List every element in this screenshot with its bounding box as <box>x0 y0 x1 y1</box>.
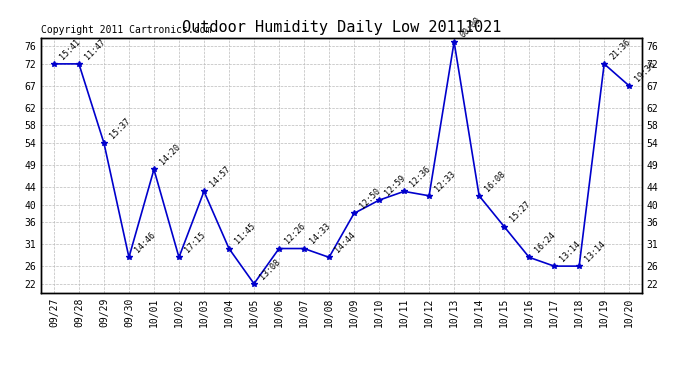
Text: 19:36: 19:36 <box>633 59 658 83</box>
Text: 12:50: 12:50 <box>358 186 382 211</box>
Title: Outdoor Humidity Daily Low 20111021: Outdoor Humidity Daily Low 20111021 <box>182 20 501 35</box>
Text: 14:46: 14:46 <box>133 231 157 255</box>
Text: 14:33: 14:33 <box>308 222 333 246</box>
Text: 15:27: 15:27 <box>509 200 533 224</box>
Text: 12:36: 12:36 <box>408 165 433 189</box>
Text: 14:44: 14:44 <box>333 231 357 255</box>
Text: 12:26: 12:26 <box>283 222 307 246</box>
Text: 14:57: 14:57 <box>208 165 233 189</box>
Text: 11:45: 11:45 <box>233 222 257 246</box>
Text: 12:59: 12:59 <box>383 173 407 197</box>
Text: 13:14: 13:14 <box>583 239 607 263</box>
Text: 12:33: 12:33 <box>433 169 457 193</box>
Text: 16:24: 16:24 <box>533 231 558 255</box>
Text: 00:00: 00:00 <box>458 15 482 39</box>
Text: 17:15: 17:15 <box>183 231 207 255</box>
Text: 15:37: 15:37 <box>108 116 132 140</box>
Text: Copyright 2011 Cartronics.com: Copyright 2011 Cartronics.com <box>41 25 212 35</box>
Text: 13:08: 13:08 <box>258 257 282 281</box>
Text: 21:36: 21:36 <box>609 37 633 61</box>
Text: 14:20: 14:20 <box>158 142 182 166</box>
Text: 11:47: 11:47 <box>83 37 107 61</box>
Text: 16:08: 16:08 <box>483 169 507 193</box>
Text: 13:14: 13:14 <box>558 239 582 263</box>
Text: 15:41: 15:41 <box>58 37 82 61</box>
